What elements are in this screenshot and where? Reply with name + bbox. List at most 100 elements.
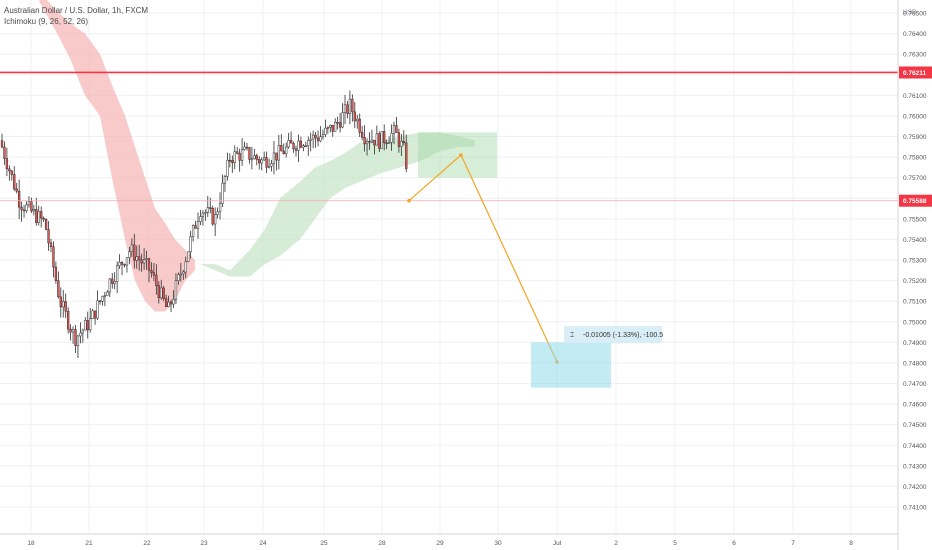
candle-body bbox=[214, 214, 217, 225]
symbol-title[interactable]: Australian Dollar / U.S. Dollar, 1h, FXC… bbox=[4, 6, 149, 15]
time-tick-label: 22 bbox=[143, 540, 151, 547]
candle-body bbox=[74, 329, 77, 347]
candle-body bbox=[245, 146, 249, 149]
candle-body bbox=[18, 190, 21, 208]
candle-body bbox=[280, 145, 283, 152]
candle-body bbox=[405, 142, 408, 169]
candle-body bbox=[370, 139, 374, 143]
candle-body bbox=[162, 287, 165, 299]
candle-body bbox=[35, 209, 38, 223]
candle-body bbox=[309, 138, 312, 141]
candle-body bbox=[79, 332, 82, 337]
candle-body bbox=[368, 140, 371, 143]
candle-body bbox=[343, 104, 347, 113]
price-axis[interactable]: USD0.765000.764000.763000.762000.761000.… bbox=[897, 0, 932, 550]
candle-body bbox=[165, 298, 168, 308]
candle-body bbox=[96, 300, 99, 319]
candle-body bbox=[231, 160, 234, 163]
candle-body bbox=[103, 295, 107, 297]
candle-body bbox=[32, 209, 36, 212]
candle-body bbox=[316, 137, 320, 142]
candle-body bbox=[346, 104, 349, 114]
time-axis[interactable]: 18 21 22 23 24 25 28 29 30 Jul 2 5 6 7 8 bbox=[0, 533, 898, 547]
candle-body bbox=[145, 258, 148, 260]
candle-body bbox=[22, 209, 26, 212]
candle-body bbox=[206, 207, 209, 213]
candle-body bbox=[248, 147, 251, 160]
candle-body bbox=[179, 273, 182, 276]
time-tick-label: 28 bbox=[378, 540, 386, 547]
candle-body bbox=[270, 163, 273, 167]
candle-body bbox=[243, 146, 246, 150]
price-tick-label: 0.76000 bbox=[903, 113, 927, 120]
candle-body bbox=[25, 204, 28, 212]
time-tick-label: 6 bbox=[732, 540, 736, 547]
candle-body bbox=[172, 298, 175, 305]
candle-body bbox=[392, 125, 396, 134]
candle-body bbox=[135, 256, 138, 261]
candle-body bbox=[221, 182, 224, 204]
price-badge-label: 0.75588 bbox=[903, 198, 927, 205]
candle-body bbox=[152, 272, 156, 276]
price-tick-label: 0.74100 bbox=[903, 505, 927, 512]
candle-body bbox=[289, 139, 293, 144]
candle-body bbox=[218, 203, 222, 213]
candle-body bbox=[116, 265, 119, 282]
candle-body bbox=[157, 285, 160, 299]
currency-label: USD bbox=[903, 9, 917, 16]
candle-body bbox=[238, 153, 241, 161]
price-badge[interactable] bbox=[899, 66, 932, 79]
candle-body bbox=[108, 278, 111, 293]
projection-point[interactable] bbox=[459, 153, 463, 157]
candle-body bbox=[336, 121, 339, 124]
candle-body bbox=[5, 158, 9, 170]
candle-body bbox=[64, 301, 67, 312]
price-tick-label: 0.75400 bbox=[903, 237, 927, 244]
candle-body bbox=[106, 291, 109, 296]
candle-body bbox=[10, 170, 13, 175]
candle-body bbox=[118, 261, 121, 266]
candle-body bbox=[30, 201, 33, 212]
candle-body bbox=[120, 261, 124, 265]
price-tick-label: 0.75200 bbox=[903, 278, 927, 285]
projection-point[interactable] bbox=[407, 198, 411, 203]
bearish-cloud bbox=[38, 0, 195, 312]
candle-body bbox=[361, 132, 364, 138]
candle-body bbox=[160, 287, 163, 299]
candle-body bbox=[236, 151, 239, 154]
time-tick-label: 23 bbox=[200, 540, 208, 547]
candle-body bbox=[147, 258, 151, 271]
price-tick-label: 0.76300 bbox=[903, 52, 927, 59]
candle-body bbox=[8, 168, 11, 172]
candle-body bbox=[265, 157, 268, 168]
candle-body bbox=[67, 310, 70, 330]
time-tick-label: 29 bbox=[436, 540, 444, 547]
price-tick-label: 0.76500 bbox=[903, 11, 927, 18]
candle-body bbox=[378, 133, 381, 149]
candle-body bbox=[57, 280, 60, 298]
time-tick-label: 24 bbox=[259, 540, 267, 547]
range-box[interactable] bbox=[418, 132, 497, 178]
candle-body bbox=[187, 251, 190, 262]
candle-body bbox=[201, 212, 205, 217]
candle-body bbox=[111, 278, 114, 284]
indicator-label[interactable]: Ichimoku (9, 26, 52, 26) bbox=[4, 17, 89, 26]
measure-label: -0.01005 (-1.33%), -100.5 bbox=[583, 332, 663, 339]
candle-body bbox=[223, 176, 227, 184]
price-badge[interactable] bbox=[899, 194, 932, 207]
candle-body bbox=[37, 211, 40, 223]
candle-body bbox=[123, 264, 126, 266]
target-box[interactable] bbox=[531, 342, 611, 388]
candle-body bbox=[27, 201, 31, 206]
candle-body bbox=[292, 142, 295, 150]
drawings-layer[interactable]: ⌶ -0.01005 (-1.33%), -100.5 bbox=[0, 71, 898, 388]
candle-body bbox=[380, 131, 383, 149]
candle-body bbox=[71, 329, 75, 333]
candle-body bbox=[62, 301, 65, 308]
candle-body bbox=[351, 98, 354, 113]
projection-path[interactable] bbox=[408, 154, 558, 363]
candle-body bbox=[285, 146, 288, 155]
price-tick-label: 0.75900 bbox=[903, 134, 927, 141]
candle-body bbox=[167, 301, 170, 308]
